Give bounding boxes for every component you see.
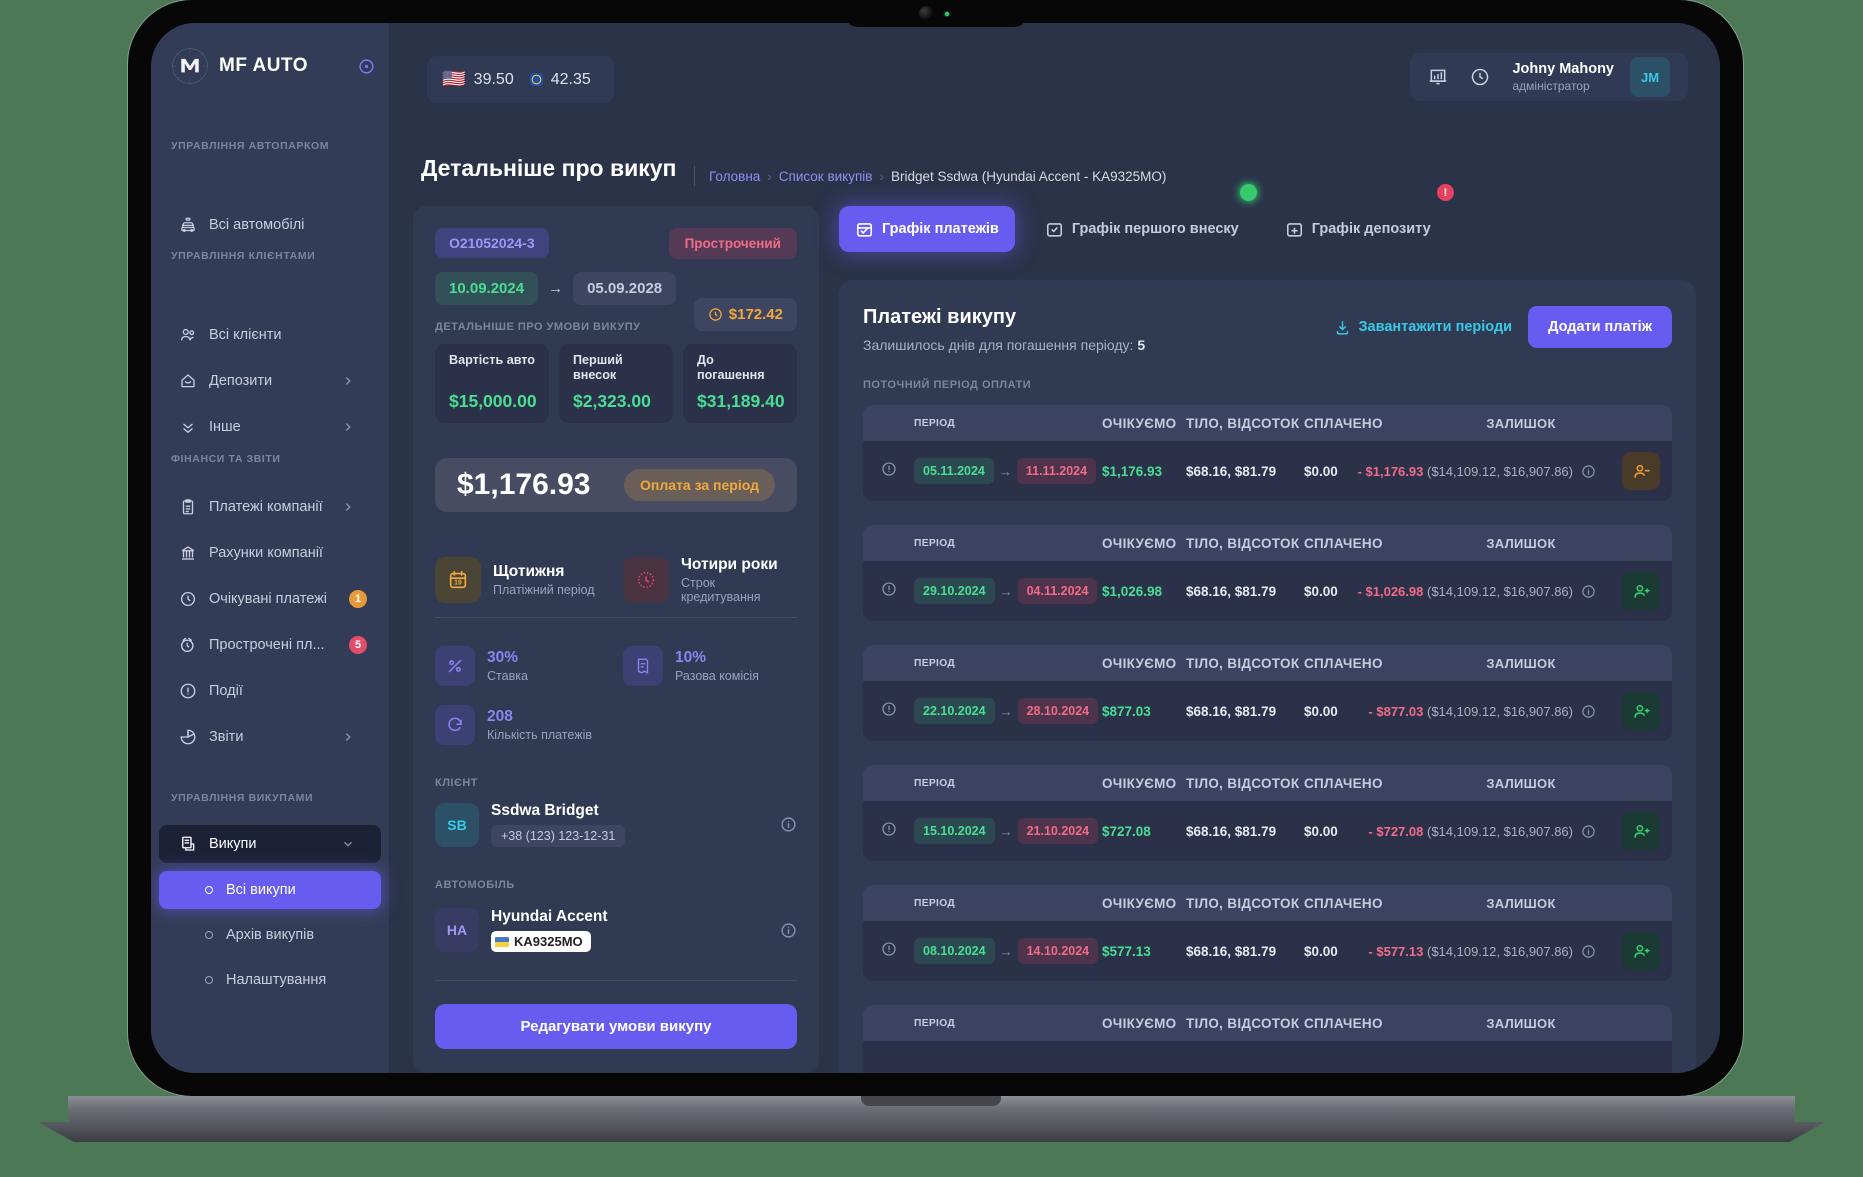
- svg-text:19: 19: [454, 580, 462, 587]
